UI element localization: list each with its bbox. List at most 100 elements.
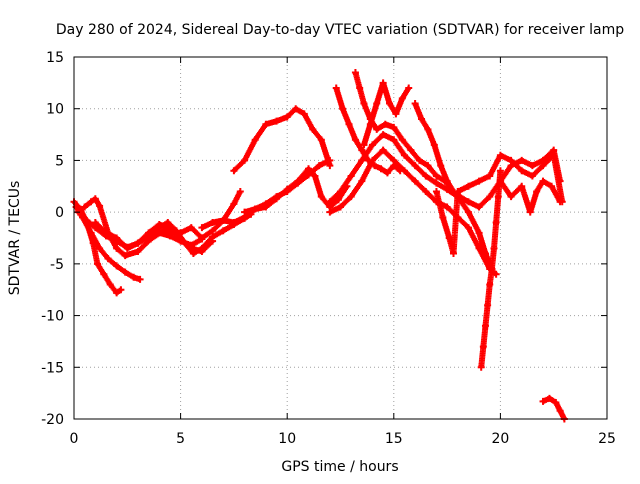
data-point [475, 229, 483, 237]
data-point [113, 244, 121, 252]
data-point [486, 193, 494, 201]
data-point [518, 156, 526, 164]
data-point [87, 198, 95, 206]
data-point [379, 131, 387, 139]
plot-data [70, 69, 568, 423]
data-point [251, 136, 259, 144]
data-point [366, 120, 374, 128]
data-point [123, 244, 131, 252]
data-point [134, 247, 142, 255]
data-point [326, 198, 334, 206]
data-point [488, 265, 496, 273]
data-point [273, 195, 281, 203]
y-tick-label: 10 [46, 102, 64, 118]
data-point [443, 203, 451, 211]
data-point [219, 227, 227, 235]
data-point [292, 105, 300, 113]
data-point [300, 110, 308, 118]
y-tick-label: 0 [55, 205, 64, 221]
data-point [309, 125, 317, 133]
data-point [294, 177, 302, 185]
data-point [550, 151, 558, 159]
data-point [415, 156, 423, 164]
data-point [539, 177, 547, 185]
data-point [443, 177, 451, 185]
data-point [386, 100, 394, 108]
data-series-arc-10 [241, 165, 351, 216]
plot-frame [73, 56, 608, 420]
data-point [405, 84, 413, 92]
data-point [96, 202, 104, 210]
data-series-arc-15 [360, 79, 413, 149]
data-point [219, 216, 227, 224]
data-point [464, 182, 472, 190]
data-point [166, 232, 174, 240]
data-point [96, 244, 104, 252]
data-point [464, 208, 472, 216]
axis-ticks: 0 5 10 15 20 25 -20 -15 -10 -5 0 5 10 15 [41, 50, 616, 447]
data-point [479, 343, 487, 351]
data-point [475, 177, 483, 185]
y-tick-label: -10 [41, 309, 64, 325]
data-point [507, 156, 515, 164]
data-point [189, 250, 197, 258]
data-series-arc-17 [432, 151, 566, 258]
data-point [102, 229, 110, 237]
x-tick-label: 15 [385, 431, 403, 447]
data-point [556, 407, 564, 415]
data-point [317, 193, 325, 201]
data-point [454, 187, 462, 195]
data-point [496, 151, 504, 159]
data-point [236, 187, 244, 195]
data-point [422, 172, 430, 180]
data-point [486, 172, 494, 180]
data-point [317, 136, 325, 144]
data-point [486, 281, 494, 289]
data-point [390, 162, 398, 170]
data-point [407, 146, 415, 154]
data-point [368, 141, 376, 149]
data-point [432, 179, 440, 187]
data-point [121, 252, 129, 260]
data-point [113, 262, 121, 270]
data-point [305, 165, 313, 173]
data-point [377, 165, 385, 173]
data-point [230, 200, 238, 208]
data-point [432, 172, 440, 180]
data-series-arc-2 [72, 203, 144, 283]
data-point [392, 110, 400, 118]
x-tick-label: 0 [70, 431, 79, 447]
data-point [209, 233, 217, 241]
data-point [356, 84, 364, 92]
data-point [422, 187, 430, 195]
data-point [315, 162, 323, 170]
data-point [411, 177, 419, 185]
data-point [104, 255, 112, 263]
data-point [283, 113, 291, 121]
data-point [121, 268, 129, 276]
data-point [113, 289, 121, 297]
data-point [528, 172, 536, 180]
data-point [230, 167, 238, 175]
data-point [283, 185, 291, 193]
data-point [360, 141, 368, 149]
data-point [145, 231, 153, 239]
data-point [556, 198, 564, 206]
data-point [113, 234, 121, 242]
data-point [91, 195, 99, 203]
x-axis-label: GPS time / hours [281, 459, 398, 475]
data-point [332, 84, 340, 92]
data-point [383, 169, 391, 177]
data-point [93, 260, 101, 268]
data-point [358, 156, 366, 164]
data-point [373, 100, 381, 108]
y-tick-label: -5 [50, 257, 64, 273]
x-tick-label: 5 [176, 431, 185, 447]
data-point [526, 208, 534, 216]
data-point [411, 100, 419, 108]
data-point [539, 162, 547, 170]
data-point [164, 218, 172, 226]
y-axis-label: SDTVAR / TECUs [7, 181, 23, 296]
data-series-arc-19 [496, 177, 564, 216]
